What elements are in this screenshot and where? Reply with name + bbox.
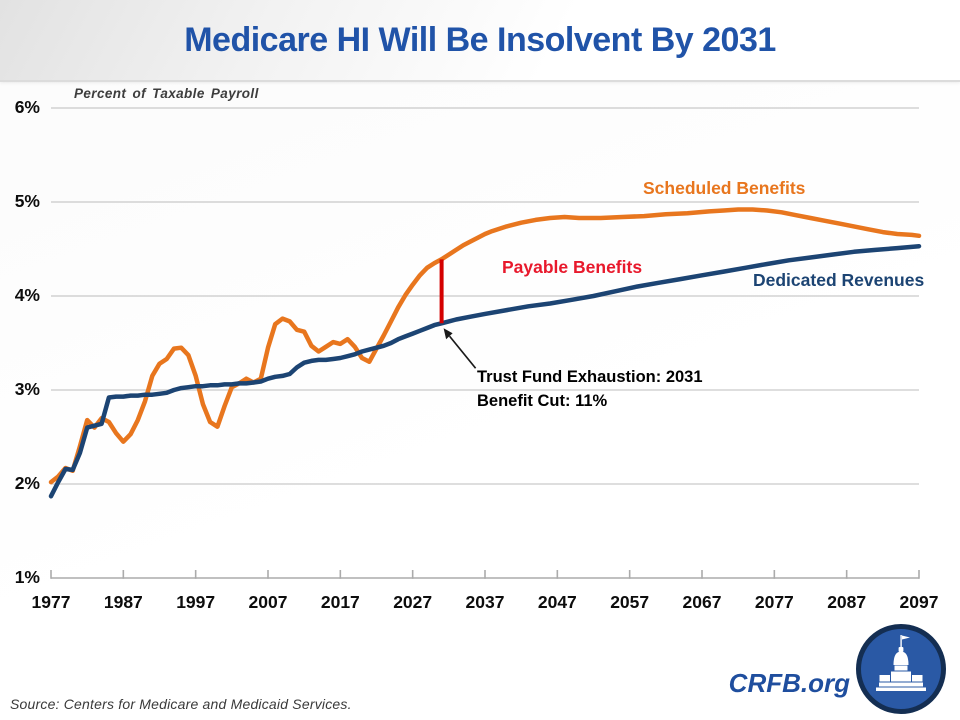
page-title: Medicare HI Will Be Insolvent By 2031 [184,20,776,59]
y-tick-label: 6% [14,97,40,117]
crfb-org-label: CRFB.org [728,668,850,698]
x-tick-label: 2007 [248,592,288,612]
x-tick-label: 2027 [393,592,433,612]
x-tick-label: 1997 [176,592,216,612]
exhaustion-annotation: Trust Fund Exhaustion: 2031 Benefit Cut:… [477,366,703,413]
x-tick-label: 2087 [827,592,867,612]
x-tick-label: 2057 [610,592,650,612]
x-tick-label: 2017 [320,592,360,612]
series-label-payable-benefits: Payable Benefits [502,257,643,277]
x-tick-label: 2067 [682,592,722,612]
y-tick-label: 4% [14,285,40,305]
x-tick-label: 1987 [103,592,143,612]
y-tick-label: 1% [14,567,40,587]
series-label-dedicated-revenues: Dedicated Revenues [753,270,925,290]
annotation-line1: Trust Fund Exhaustion: 2031 [477,368,703,386]
capitol-building-glyph [876,635,926,691]
x-tick-label: 2077 [754,592,794,612]
axis-unit-label: Percent of Taxable Payroll [74,86,259,101]
series-label-scheduled-benefits: Scheduled Benefits [643,178,806,198]
annotation-line2: Benefit Cut: 11% [477,391,608,410]
y-tick-label: 5% [14,191,40,211]
source-note: Source: Centers for Medicare and Medicai… [10,696,352,712]
y-tick-label: 2% [14,473,40,493]
y-tick-label: 3% [14,379,40,399]
capitol-logo-icon [856,624,946,714]
header-band: Medicare HI Will Be Insolvent By 2031 [0,0,960,82]
x-tick-label: 2097 [899,592,939,612]
x-tick-label: 2037 [465,592,505,612]
x-tick-label: 2047 [537,592,577,612]
x-tick-label: 1977 [31,592,71,612]
